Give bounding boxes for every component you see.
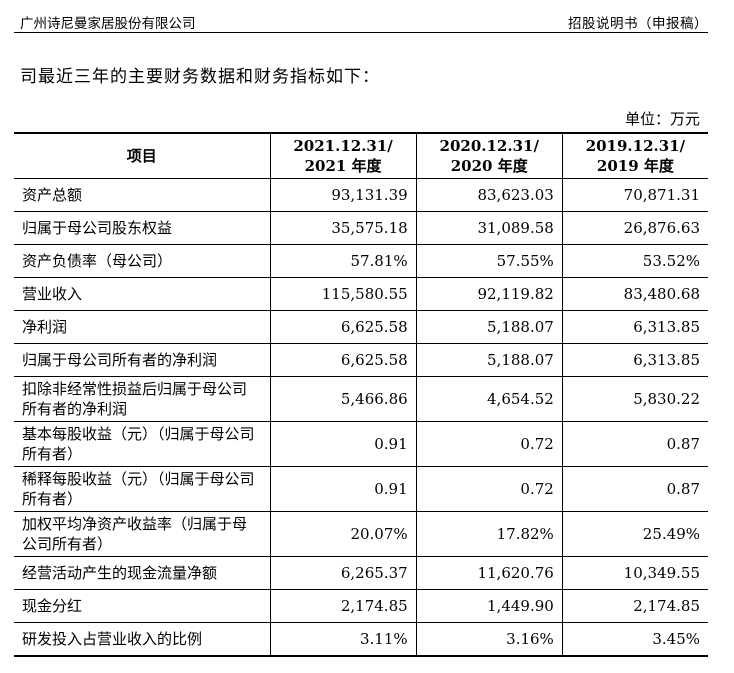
value-2020: 3.16%	[415, 622, 563, 657]
row-label: 研发投入占营业收入的比例	[14, 622, 271, 657]
value-2021: 0.91	[269, 421, 417, 467]
row-label: 现金分红	[14, 589, 271, 623]
row-label: 稀释每股收益（元）（归属于母公司所有者）	[14, 466, 271, 512]
value-2021: 115,580.55	[269, 277, 417, 311]
row-label: 营业收入	[14, 277, 271, 311]
table-row: 经营活动产生的现金流量净额 6,265.37 11,620.76 10,349.55	[14, 556, 708, 590]
value-2019: 0.87	[561, 466, 708, 512]
row-label: 资产总额	[14, 178, 271, 212]
value-2019: 53.52%	[561, 244, 708, 278]
value-2020: 0.72	[415, 421, 563, 467]
column-header-line2: 2020 年度	[450, 157, 528, 175]
row-label: 资产负债率（母公司）	[14, 244, 271, 278]
value-2019: 83,480.68	[561, 277, 708, 311]
page-header: 广州诗尼曼家居股份有限公司 招股说明书（申报稿）	[14, 8, 708, 33]
column-header-item: 项目	[14, 132, 271, 179]
table-row: 加权平均净资产收益率（归属于母公司所有者） 20.07% 17.82% 25.49%	[14, 511, 708, 557]
value-2021: 35,575.18	[269, 211, 417, 245]
column-header-2021: 2021.12.31/ 2021 年度	[269, 132, 417, 179]
value-2020: 17.82%	[415, 511, 563, 557]
table-row: 营业收入 115,580.55 92,119.82 83,480.68	[14, 277, 708, 311]
unit-label: 单位：万元	[624, 110, 700, 128]
value-2020: 0.72	[415, 466, 563, 512]
column-header-2019: 2019.12.31/ 2019 年度	[561, 132, 708, 179]
value-2019: 6,313.85	[561, 343, 708, 377]
value-2020: 31,089.58	[415, 211, 563, 245]
table-row: 资产总额 93,131.39 83,623.03 70,871.31	[14, 178, 708, 212]
row-label: 扣除非经常性损益后归属于母公司所有者的净利润	[14, 376, 271, 422]
row-label: 归属于母公司所有者的净利润	[14, 343, 271, 377]
value-2019: 3.45%	[561, 622, 708, 657]
value-2021: 0.91	[269, 466, 417, 512]
table-row: 扣除非经常性损益后归属于母公司所有者的净利润 5,466.86 4,654.52 5,…	[14, 376, 708, 422]
table-row: 归属于母公司股东权益 35,575.18 31,089.58 26,876.63	[14, 211, 708, 245]
value-2019: 2,174.85	[561, 589, 708, 623]
value-2020: 5,188.07	[415, 310, 563, 344]
value-2019: 26,876.63	[561, 211, 708, 245]
value-2019: 70,871.31	[561, 178, 708, 212]
value-2021: 2,174.85	[269, 589, 417, 623]
row-label: 归属于母公司股东权益	[14, 211, 271, 245]
value-2021: 3.11%	[269, 622, 417, 657]
value-2021: 6,265.37	[269, 556, 417, 590]
document-type: 招股说明书（申报稿）	[568, 16, 708, 32]
table-row: 基本每股收益（元）（归属于母公司所有者） 0.91 0.72 0.87	[14, 421, 708, 467]
financial-table: 项目 2021.12.31/ 2021 年度 2020.12.31/ 2020 …	[14, 132, 708, 657]
column-header-line2: 2019 年度	[596, 157, 674, 175]
value-2019: 10,349.55	[561, 556, 708, 590]
row-label: 基本每股收益（元）（归属于母公司所有者）	[14, 421, 271, 467]
table-header-row: 项目 2021.12.31/ 2021 年度 2020.12.31/ 2020 …	[14, 132, 708, 179]
value-2021: 93,131.39	[269, 178, 417, 212]
value-2020: 4,654.52	[415, 376, 563, 422]
value-2021: 5,466.86	[269, 376, 417, 422]
table-row: 净利润 6,625.58 5,188.07 6,313.85	[14, 310, 708, 344]
value-2019: 6,313.85	[561, 310, 708, 344]
intro-text: 司最近三年的主要财务数据和财务指标如下：	[20, 67, 380, 87]
table-row: 现金分红 2,174.85 1,449.90 2,174.85	[14, 589, 708, 623]
column-header-line1: 2019.12.31/	[585, 137, 686, 155]
company-name: 广州诗尼曼家居股份有限公司	[20, 16, 196, 32]
value-2020: 1,449.90	[415, 589, 563, 623]
value-2020: 11,620.76	[415, 556, 563, 590]
value-2020: 92,119.82	[415, 277, 563, 311]
value-2020: 5,188.07	[415, 343, 563, 377]
value-2021: 6,625.58	[269, 343, 417, 377]
row-label: 经营活动产生的现金流量净额	[14, 556, 271, 590]
table-row: 研发投入占营业收入的比例 3.11% 3.16% 3.45%	[14, 622, 708, 657]
value-2020: 57.55%	[415, 244, 563, 278]
value-2019: 0.87	[561, 421, 708, 467]
column-header-line1: 2020.12.31/	[439, 137, 539, 155]
table-row: 归属于母公司所有者的净利润 6,625.58 5,188.07 6,313.85	[14, 343, 708, 377]
row-label: 净利润	[14, 310, 271, 344]
row-label: 加权平均净资产收益率（归属于母公司所有者）	[14, 511, 271, 557]
column-header-2020: 2020.12.31/ 2020 年度	[415, 132, 563, 179]
table-row: 资产负债率（母公司） 57.81% 57.55% 53.52%	[14, 244, 708, 278]
value-2020: 83,623.03	[415, 178, 563, 212]
value-2021: 6,625.58	[269, 310, 417, 344]
value-2019: 5,830.22	[561, 376, 708, 422]
column-header-line2: 2021 年度	[304, 157, 382, 175]
value-2021: 57.81%	[269, 244, 417, 278]
column-header-line1: 2021.12.31/	[293, 137, 393, 155]
value-2019: 25.49%	[561, 511, 708, 557]
value-2021: 20.07%	[269, 511, 417, 557]
table-row: 稀释每股收益（元）（归属于母公司所有者） 0.91 0.72 0.87	[14, 466, 708, 512]
